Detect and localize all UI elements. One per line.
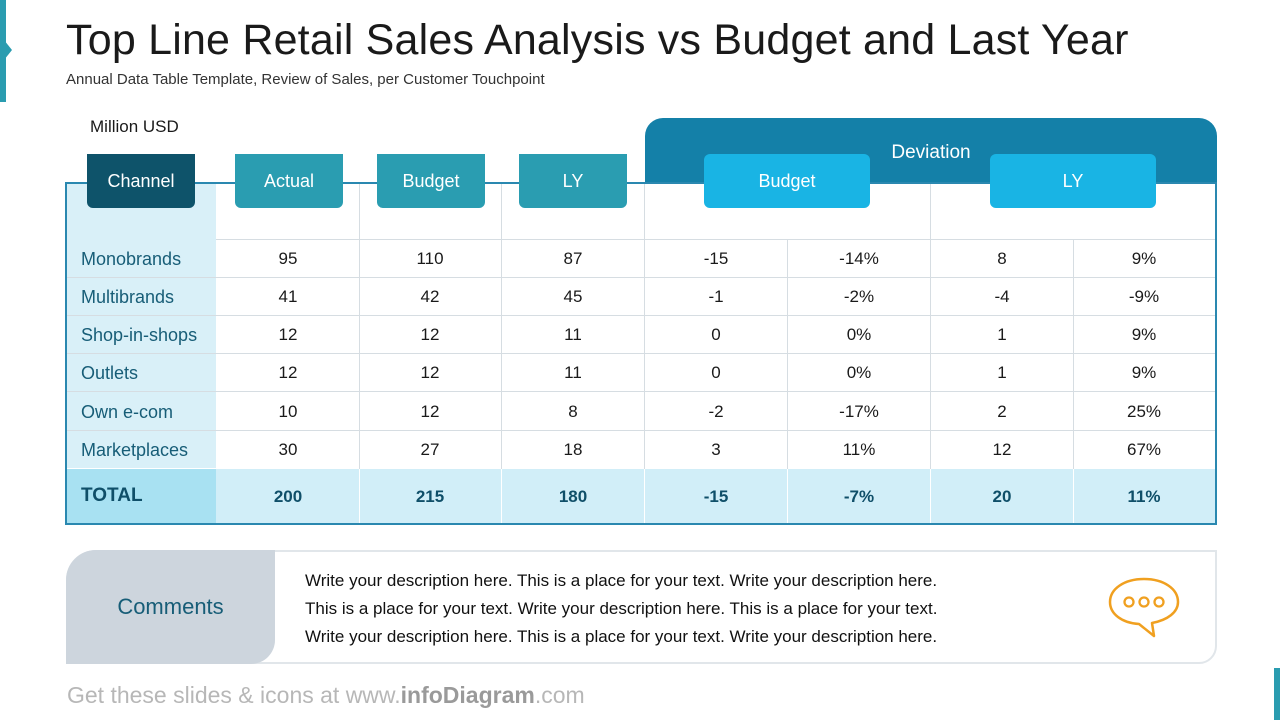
total-divider [787, 469, 788, 523]
page-subtitle: Annual Data Table Template, Review of Sa… [66, 71, 545, 88]
table-cell: 0% [846, 325, 872, 344]
total-label-background [67, 469, 216, 523]
row-label-marketplaces: Marketplaces [81, 439, 189, 460]
table-cell: 87 [563, 249, 583, 268]
table-cell: 8 [568, 402, 578, 421]
comments-line: Write your description here. This is a p… [305, 627, 938, 646]
table-cell: 0% [846, 363, 872, 382]
total-cell: 215 [415, 487, 445, 506]
total-cell: 200 [273, 487, 303, 506]
speech-bubble-icon [1108, 577, 1180, 638]
header-actual: Actual [235, 154, 343, 208]
table-cell: 27 [420, 440, 440, 459]
table-cell: -2 [708, 402, 724, 421]
total-label: TOTAL [81, 485, 143, 506]
table-cell: 9% [1131, 325, 1157, 344]
row-divider [67, 391, 1215, 392]
row-label-outlets: Outlets [81, 362, 139, 383]
table-cell: 11% [842, 440, 876, 459]
table-cell: 12 [420, 325, 440, 344]
corner-accent [1274, 668, 1280, 720]
table-cell: 12 [420, 402, 440, 421]
table-cell: 2 [997, 402, 1007, 421]
table-cell: 45 [563, 287, 583, 306]
table-cell: 9% [1131, 249, 1157, 268]
footer-prefix: Get these slides & icons at www. [67, 682, 401, 708]
total-cell: 11% [1127, 487, 1161, 506]
row-divider [67, 430, 1215, 431]
column-divider [787, 239, 788, 523]
table-cell: 95 [278, 249, 298, 268]
total-cell: 180 [558, 487, 588, 506]
comments-text[interactable]: Write your description here. This is a p… [305, 567, 1085, 651]
total-divider [644, 469, 645, 523]
total-divider [1073, 469, 1074, 523]
row-divider [67, 315, 1215, 316]
row-label-shop-in-shops: Shop-in-shops [81, 324, 198, 345]
row-label-own-e-com: Own e-com [81, 401, 174, 422]
table-cell: 12 [278, 363, 298, 382]
header-channel: Channel [87, 154, 195, 208]
table-cell: -17% [839, 402, 879, 421]
total-divider [930, 469, 931, 523]
table-cell: 11 [564, 363, 582, 382]
channel-column-background [67, 184, 216, 468]
table-cell: 18 [563, 440, 583, 459]
table-cell: -1 [708, 287, 724, 306]
left-edge-accent [0, 0, 6, 102]
header-budget: Budget [377, 154, 485, 208]
row-divider [67, 353, 1215, 354]
total-cell: -7% [843, 487, 875, 506]
table-cell: 67% [1126, 440, 1162, 459]
table-cell: 12 [420, 363, 440, 382]
footer-brand: infoDiagram [400, 682, 535, 708]
total-row-background [67, 469, 1215, 523]
header-ly: LY [519, 154, 627, 208]
header-deviation-budget: Budget [704, 154, 870, 208]
unit-label: Million USD [90, 117, 179, 136]
table-cell: 11 [564, 325, 582, 344]
comments-line: This is a place for your text. Write you… [305, 599, 938, 618]
footer-text: Get these slides & icons at www.infoDiag… [67, 682, 585, 709]
table-cell: 110 [416, 249, 444, 268]
row-label-multibrands: Multibrands [81, 286, 175, 307]
total-divider [359, 469, 360, 523]
comments-label: Comments [66, 550, 275, 664]
deviation-header-label: Deviation [891, 142, 971, 163]
table-cell: -9% [1128, 287, 1160, 306]
table-cell: -4 [994, 287, 1010, 306]
table-cell: 1 [997, 363, 1007, 382]
table-cell: -2% [843, 287, 875, 306]
table-cell: -15 [703, 249, 729, 268]
left-edge-notch [4, 40, 12, 60]
table-cell: 42 [420, 287, 440, 306]
table-cell: 8 [997, 249, 1007, 268]
table-cell: 10 [278, 402, 298, 421]
row-divider [216, 239, 1215, 240]
column-divider [1073, 239, 1074, 523]
total-divider [501, 469, 502, 523]
row-label-monobrands: Monobrands [81, 248, 182, 269]
table-cell: 30 [278, 440, 298, 459]
table-cell: 9% [1131, 363, 1157, 382]
table-cell: 0 [711, 325, 721, 344]
table-cell: 1 [997, 325, 1007, 344]
table-cell: 3 [711, 440, 721, 459]
table-cell: 25% [1126, 402, 1162, 421]
page-title: Top Line Retail Sales Analysis vs Budget… [66, 16, 1129, 64]
total-cell: 20 [992, 487, 1012, 506]
total-cell: -15 [703, 487, 729, 506]
table-cell: 12 [992, 440, 1012, 459]
row-divider [67, 277, 1215, 278]
table-cell: 12 [278, 325, 298, 344]
table-cell: -14% [839, 249, 879, 268]
table-cell: 41 [278, 287, 298, 306]
header-deviation-ly: LY [990, 154, 1156, 208]
table-cell: 0 [711, 363, 721, 382]
footer-suffix: .com [534, 682, 585, 708]
comments-line: Write your description here. This is a p… [305, 571, 938, 590]
